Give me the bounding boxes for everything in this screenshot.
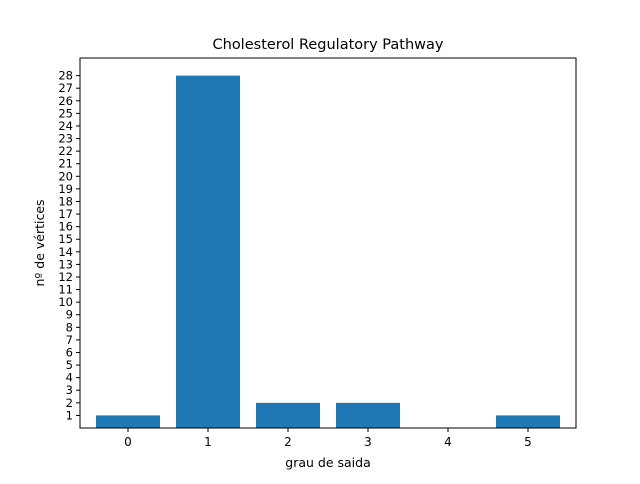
y-tick-label: 14 xyxy=(58,245,73,259)
y-tick-label: 8 xyxy=(66,320,73,334)
y-tick-label: 7 xyxy=(66,333,73,347)
bar-0 xyxy=(96,415,160,428)
bar-3 xyxy=(336,402,400,428)
y-tick-label: 1 xyxy=(66,408,73,422)
y-tick-label: 16 xyxy=(58,220,73,234)
x-tick-label: 4 xyxy=(444,435,452,449)
y-tick-label: 11 xyxy=(58,283,73,297)
y-tick-label: 19 xyxy=(58,182,73,196)
y-tick-label: 9 xyxy=(66,308,73,322)
x-tick-label: 3 xyxy=(364,435,372,449)
plot-frame xyxy=(79,57,577,429)
x-axis-label: grau de saida xyxy=(285,455,370,470)
y-tick-label: 21 xyxy=(58,157,73,171)
y-tick-label: 23 xyxy=(58,132,73,146)
y-axis-ticks: 1234567891011121314151617181920212223242… xyxy=(58,69,80,422)
y-tick-label: 12 xyxy=(58,270,73,284)
bars-layer xyxy=(96,75,560,428)
y-tick-label: 3 xyxy=(66,383,73,397)
y-tick-label: 20 xyxy=(58,169,73,183)
x-tick-label: 0 xyxy=(124,435,132,449)
y-tick-label: 4 xyxy=(66,371,73,385)
y-axis-label: nº de vértices xyxy=(32,199,47,286)
x-tick-label: 5 xyxy=(524,435,532,449)
y-tick-label: 26 xyxy=(58,94,73,108)
y-tick-label: 15 xyxy=(58,232,73,246)
y-tick-label: 10 xyxy=(58,295,73,309)
x-tick-label: 1 xyxy=(204,435,212,449)
bar-1 xyxy=(176,75,240,428)
y-tick-label: 5 xyxy=(66,358,73,372)
y-tick-label: 6 xyxy=(66,345,73,359)
y-tick-label: 25 xyxy=(58,106,73,120)
y-tick-label: 2 xyxy=(66,396,73,410)
y-tick-label: 22 xyxy=(58,144,73,158)
bar-2 xyxy=(256,402,320,428)
y-tick-label: 13 xyxy=(58,257,73,271)
y-tick-label: 24 xyxy=(58,119,73,133)
y-tick-label: 17 xyxy=(58,207,73,221)
y-tick-label: 28 xyxy=(58,69,73,83)
x-axis-ticks: 0 1 2 3 4 5 xyxy=(124,428,532,449)
bar-5 xyxy=(496,415,560,428)
y-tick-label: 18 xyxy=(58,194,73,208)
chart-title: Cholesterol Regulatory Pathway xyxy=(213,37,444,53)
x-tick-label: 2 xyxy=(284,435,292,449)
y-tick-label: 27 xyxy=(58,81,73,95)
